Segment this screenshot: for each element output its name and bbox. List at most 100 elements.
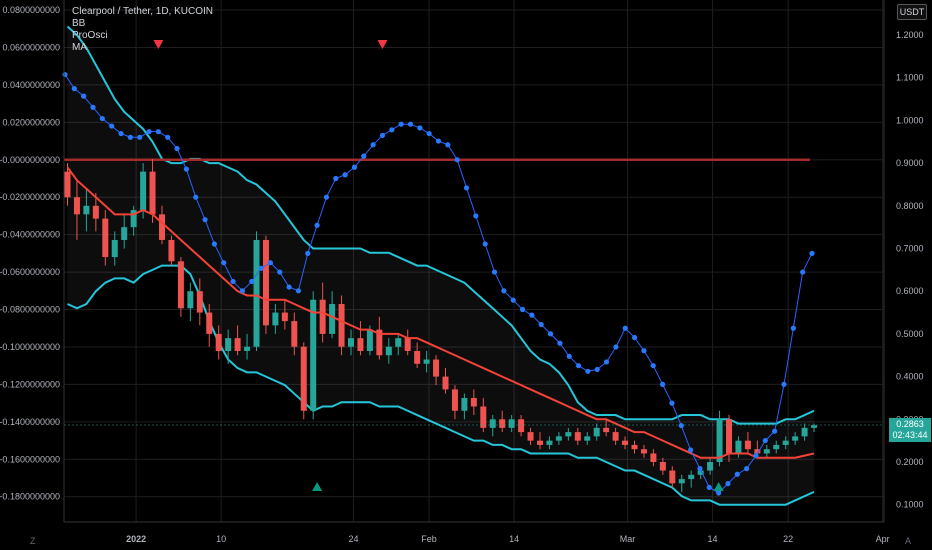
oscillator-point [491,269,498,275]
candle-body [130,210,137,228]
candle-body [338,304,345,347]
legend-item-ma[interactable]: MA [72,42,87,53]
left-axis-tick-label: -0.1400000000 [0,417,60,427]
oscillator-point [99,115,105,122]
legend-title[interactable]: Clearpool / Tether, 1D, KUCOIN [72,6,213,17]
oscillator-point [81,93,87,99]
oscillator-point [239,288,246,294]
time-axis-tick-label: 10 [216,534,226,544]
oscillator-point [118,130,124,137]
left-axis-tick-label: -0.0800000000 [0,305,60,315]
oscillator-point [669,400,675,406]
oscillator-point [286,284,292,290]
candle-body [726,419,732,454]
oscillator-point [342,172,348,178]
candle-body [111,239,118,258]
oscillator-point [277,269,283,275]
candle-body [612,432,619,441]
time-axis-tick-label: 2022 [126,534,146,544]
candle-body [177,261,184,309]
bar-countdown: 02:43:44 [892,430,928,440]
candle-body [329,304,336,334]
candle-body [631,444,638,450]
currency-unit-button[interactable]: USDT [897,4,927,20]
oscillator-point [631,335,638,341]
legend-item-proosci[interactable]: ProOsci [72,30,108,41]
candle-body [773,444,780,450]
time-axis-tick-label: 14 [509,534,519,544]
candle-body [244,346,251,351]
candle-body [461,397,468,411]
candle-body [716,419,723,462]
candle-body [640,449,647,454]
candle-body [385,346,392,356]
oscillator-line [62,71,815,496]
left-axis-tick-label: 0.0800000000 [2,5,60,15]
oscillator-point [193,194,199,200]
current-price-tag: 0.2863 02:43:44 [889,418,931,442]
buy-signal-marker [312,482,323,491]
time-axis-tick-label: 14 [708,534,718,544]
oscillator-point [174,145,180,152]
left-axis-tick-label: 0.0400000000 [2,80,60,90]
candle-body [272,312,279,326]
candle-body [650,453,657,462]
oscillator-point [398,121,404,127]
oscillator-point [688,447,694,453]
candle-body [196,291,203,313]
time-axis-tick-label: 24 [348,534,358,544]
oscillator-point [221,260,227,266]
time-axis-tick-label: Mar [620,534,636,544]
candle-body [206,312,213,334]
bb-fill [67,26,815,505]
auto-scale-button[interactable]: A [905,536,912,546]
oscillator-point [706,484,712,490]
candle-body [376,329,383,356]
left-axis: 0.0800000000 0.0600000000 0.0400000000 0.02… [0,0,65,522]
candle-body [92,205,99,219]
oscillator-point [109,123,115,129]
zoom-button[interactable]: Z [30,536,36,546]
candle-body [225,338,232,351]
candlesticks [64,158,818,492]
oscillator-point [361,153,367,159]
oscillator-point [417,125,423,131]
candle-body [149,171,156,215]
right-axis-tick-label: 1.2000 [896,30,924,40]
candle-body [187,291,194,309]
oscillator-point [295,288,302,294]
candle-body [763,449,770,454]
candle-body [584,436,591,441]
right-axis-tick-label: 0.6000 [896,286,924,296]
oscillator-point [585,368,591,374]
candle-body [659,462,666,471]
current-price-value: 0.2863 [896,419,924,429]
oscillator-point [454,157,460,163]
candle-body [395,338,402,347]
right-axis-tick-label: 0.7000 [896,244,924,254]
left-axis-tick-label: -0.1000000000 [0,342,60,352]
candle-body [234,338,241,351]
oscillator-point [660,381,666,387]
time-axis-tick-label: 22 [783,534,793,544]
candle-body [782,440,789,445]
candle-body [622,440,629,445]
right-axis-tick-label: 0.9000 [896,158,924,168]
oscillator-point [267,260,274,266]
oscillator-point [183,166,189,172]
oscillator-point [62,71,68,78]
oscillator-point [137,134,143,140]
candle-body [357,338,364,351]
oscillator-point [370,142,376,148]
candle-body [140,171,147,211]
oscillator-point [323,194,330,200]
candle-body [423,359,430,364]
left-axis-tick-label: 0.0200000000 [2,117,60,127]
oscillator-point [809,250,815,256]
candle-body [537,440,543,445]
legend-item-bb[interactable]: BB [72,18,86,29]
oscillator-point [146,129,152,135]
right-axis-tick-label: 0.2000 [896,457,924,467]
oscillator-point [389,127,395,133]
